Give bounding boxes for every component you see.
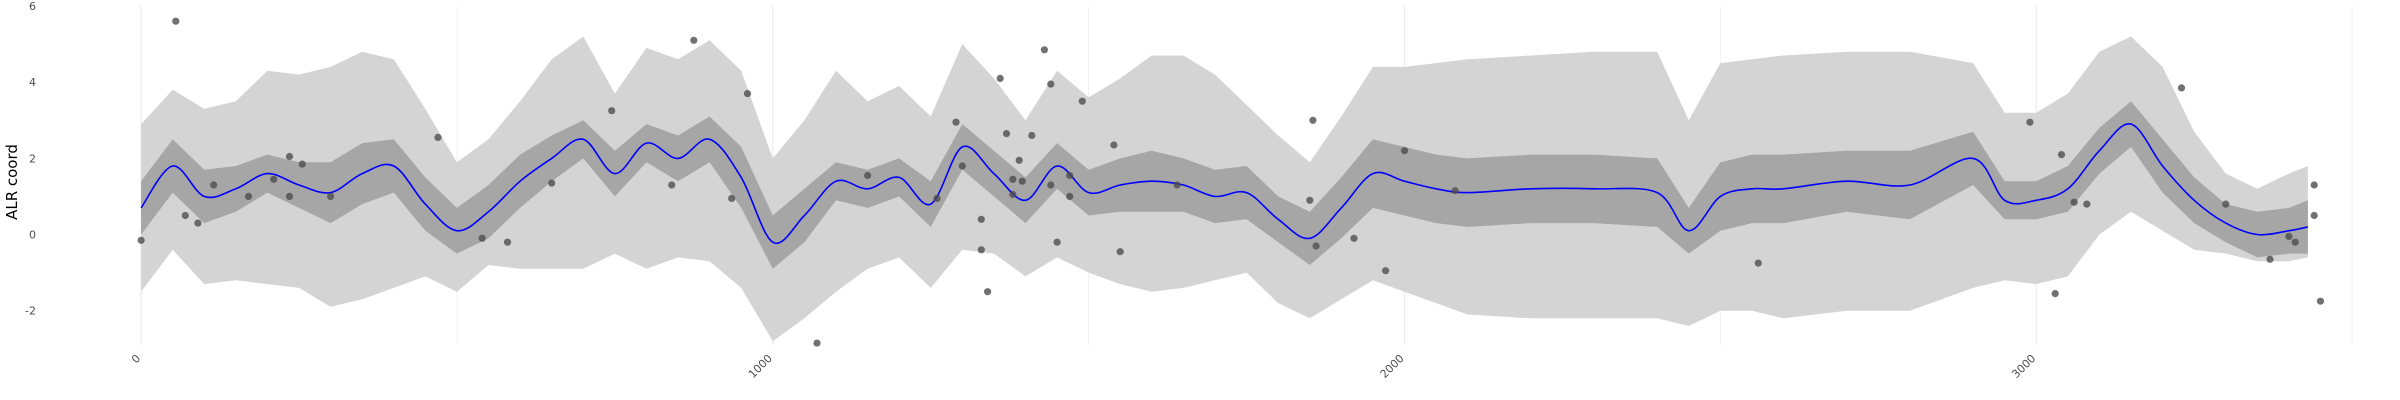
data-point <box>1116 248 1124 256</box>
data-point <box>1382 267 1390 275</box>
data-point <box>137 236 145 244</box>
data-point <box>1009 175 1017 183</box>
data-point <box>690 36 698 44</box>
y-tick-label: -2 <box>25 305 36 318</box>
confidence-ribbons <box>141 36 2308 342</box>
x-tick-label: 3000 <box>2009 352 2038 381</box>
data-point <box>958 162 966 170</box>
data-point <box>2316 297 2325 305</box>
data-point <box>1306 196 1314 204</box>
y-tick-label: 2 <box>29 152 36 165</box>
data-point <box>668 181 676 189</box>
data-point <box>864 171 872 180</box>
data-point <box>2177 84 2186 92</box>
data-point <box>984 288 992 296</box>
data-point <box>270 175 278 183</box>
data-point <box>2310 181 2318 189</box>
data-point <box>2222 200 2230 208</box>
data-point <box>1173 181 1181 189</box>
data-point <box>210 181 218 189</box>
data-point <box>813 339 821 347</box>
data-point <box>743 90 752 98</box>
data-point <box>1451 187 1459 195</box>
data-point <box>2310 211 2318 220</box>
data-point <box>608 107 616 115</box>
data-point <box>478 234 486 242</box>
data-point <box>1028 131 1036 140</box>
data-point <box>952 118 960 126</box>
data-point <box>298 160 306 168</box>
y-tick-label: 4 <box>29 76 36 89</box>
data-point <box>503 238 512 246</box>
data-point <box>285 192 294 200</box>
data-point <box>434 133 442 141</box>
data-point <box>1047 181 1055 189</box>
data-point <box>933 194 941 202</box>
data-point <box>2266 255 2274 263</box>
data-point <box>172 17 180 25</box>
data-point <box>2057 151 2066 159</box>
data-point <box>1066 192 1074 200</box>
data-point <box>244 192 253 200</box>
data-point <box>285 152 294 161</box>
data-point <box>327 192 335 200</box>
data-point <box>1400 147 1409 155</box>
data-point <box>996 74 1004 82</box>
data-point <box>977 246 985 254</box>
data-point <box>1309 116 1317 124</box>
data-point <box>1002 130 1011 138</box>
y-tick-label: 0 <box>29 229 36 242</box>
data-point <box>1040 46 1048 54</box>
inner-ribbon <box>141 101 2308 269</box>
data-point <box>1009 190 1017 199</box>
data-point <box>2026 118 2034 126</box>
y-tick-label: 6 <box>29 0 36 13</box>
data-point <box>1053 238 1061 246</box>
data-point <box>1018 177 1026 185</box>
mean-line <box>140 123 2309 245</box>
data-point <box>194 219 202 227</box>
data-point <box>977 215 985 223</box>
data-point <box>1110 141 1118 149</box>
data-point <box>1066 171 1074 180</box>
data-point <box>2291 238 2299 246</box>
data-point <box>2285 232 2293 240</box>
y-axis-title: ALR coord <box>3 144 21 220</box>
data-point <box>1015 156 1023 164</box>
data-point <box>1312 242 1320 250</box>
x-tick-label: 1000 <box>746 352 775 381</box>
data-point <box>1078 97 1086 105</box>
data-point <box>728 194 736 202</box>
smoothed-line <box>140 123 2309 245</box>
data-point <box>2083 200 2091 208</box>
x-tick-label: 0 <box>129 352 143 366</box>
data-point <box>1754 259 1762 267</box>
observation-points <box>137 17 2325 347</box>
data-point <box>2051 290 2059 298</box>
data-point <box>2070 198 2078 206</box>
data-point <box>181 211 189 220</box>
data-point <box>1047 80 1055 88</box>
data-point <box>1350 234 1358 242</box>
x-tick-label: 2000 <box>1378 352 1407 381</box>
data-point <box>548 179 556 187</box>
